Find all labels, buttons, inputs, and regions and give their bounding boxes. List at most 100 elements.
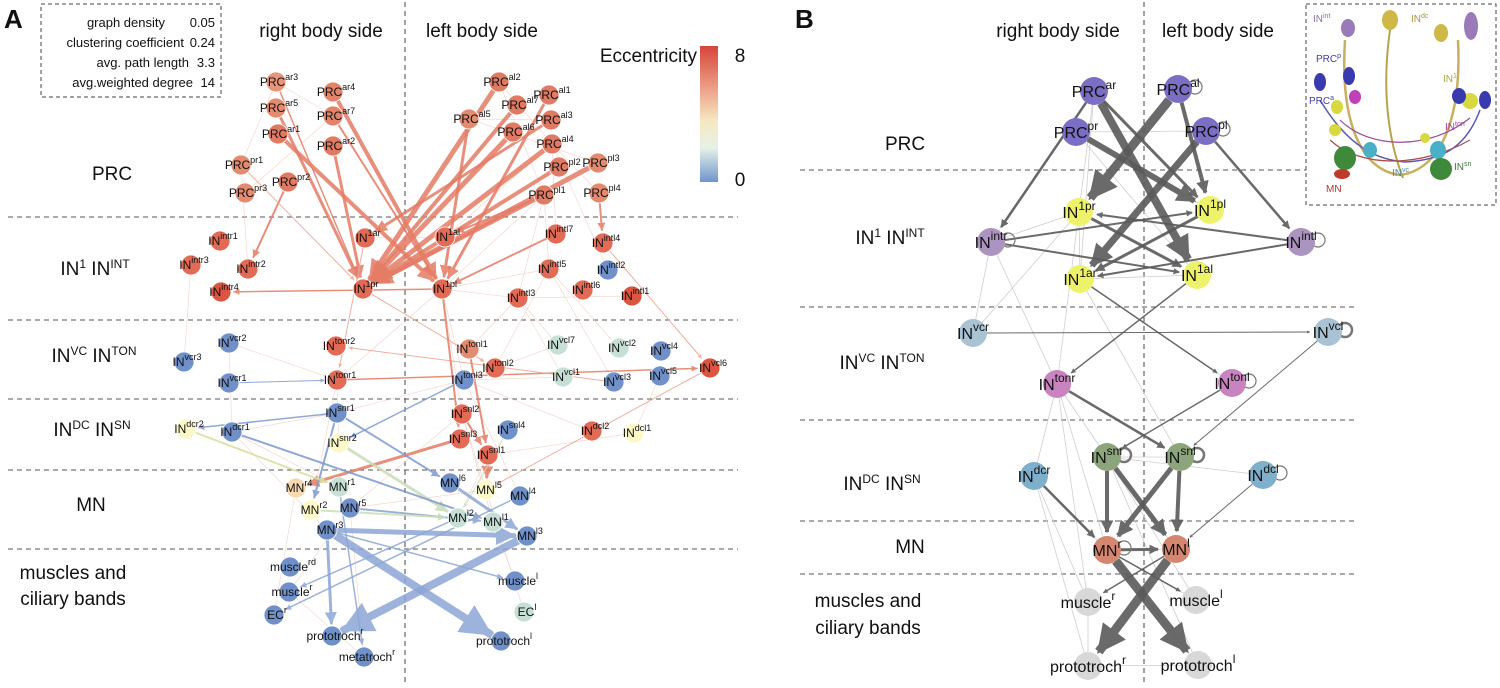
node-b-INsnr[interactable]: INsnr xyxy=(1091,443,1124,471)
node-a-prototrochr[interactable]: prototrochr xyxy=(306,625,364,647)
node-b-PRCar[interactable]: PRCar xyxy=(1072,77,1116,105)
node-a-MNr4[interactable]: MNr4 xyxy=(285,477,313,499)
node-b-INintl[interactable]: INintl xyxy=(1285,228,1317,256)
node-a-INtonr1[interactable]: INtonr1 xyxy=(324,369,357,391)
node-b-IN1al[interactable]: IN1al xyxy=(1181,261,1213,289)
node-b-muscler[interactable]: muscler xyxy=(1061,588,1116,616)
node-a-INsnr1[interactable]: INsnr1 xyxy=(325,402,355,424)
node-a-PRCpr1[interactable]: PRCpr1 xyxy=(225,154,263,176)
node-b-INdcl[interactable]: INdcl xyxy=(1247,461,1279,489)
node-a-INdcl2[interactable]: INdcl2 xyxy=(581,420,610,442)
node-a-INtonl1[interactable]: INtonl1 xyxy=(456,338,488,360)
node-a-PRCal2[interactable]: PRCal2 xyxy=(483,71,521,93)
node-a-INintr3[interactable]: INintr3 xyxy=(179,254,209,276)
node-a-musclerd[interactable]: musclerd xyxy=(270,556,316,578)
node-a-IN1al[interactable]: IN1al xyxy=(434,226,460,248)
node-a-prototrochl[interactable]: prototrochl xyxy=(476,630,532,652)
node-a-MNl2[interactable]: MNl2 xyxy=(447,507,474,529)
node-a-PRCar3[interactable]: PRCar3 xyxy=(260,71,298,93)
node-b-PRCpl[interactable]: PRCpl xyxy=(1184,117,1228,145)
node-a-INintr4[interactable]: INintr4 xyxy=(209,281,239,303)
node-a-INvcr2[interactable]: INvcr2 xyxy=(217,332,247,354)
node-a-PRCar4[interactable]: PRCar4 xyxy=(317,81,355,103)
node-a-PRCpl1[interactable]: PRCpl1 xyxy=(528,184,566,206)
node-b-INtonr[interactable]: INtonr xyxy=(1039,370,1076,398)
node-a-INvcl2[interactable]: INvcl2 xyxy=(608,337,636,359)
node-b-PRCal[interactable]: PRCal xyxy=(1156,75,1200,103)
node-a-INsnr2[interactable]: INsnr2 xyxy=(327,432,357,454)
node-a-PRCal1[interactable]: PRCal1 xyxy=(533,84,571,106)
node-a-PRCpl4[interactable]: PRCpl4 xyxy=(583,182,621,204)
node-a-INvcl7[interactable]: INvcl7 xyxy=(547,334,575,356)
node-a-PRCar7[interactable]: PRCar7 xyxy=(317,105,355,127)
node-a-INintl1[interactable]: INintl1 xyxy=(621,285,650,307)
node-a-PRCal3[interactable]: PRCal3 xyxy=(535,109,573,131)
node-a-INvcr3[interactable]: INvcr3 xyxy=(172,351,202,373)
node-a-PRCpl2[interactable]: PRCpl2 xyxy=(543,156,581,178)
node-b-PRCpr[interactable]: PRCpr xyxy=(1054,118,1098,146)
node-a-INvcl6[interactable]: INvcl6 xyxy=(699,357,727,379)
node-a-INintr1[interactable]: INintr1 xyxy=(208,230,238,252)
node-b-INvcl[interactable]: INvcl xyxy=(1313,318,1344,346)
node-b-prototrochr[interactable]: prototrochr xyxy=(1050,652,1126,680)
node-a-INvcr1[interactable]: INvcr1 xyxy=(217,372,247,394)
node-a-MNr1[interactable]: MNr1 xyxy=(328,476,356,498)
node-a-INintl2[interactable]: INintl2 xyxy=(597,259,626,281)
node-a-INvcl3[interactable]: INvcl3 xyxy=(603,371,631,393)
node-a-PRCal5[interactable]: PRCal5 xyxy=(453,108,491,130)
node-a-PRCpr2[interactable]: PRCpr2 xyxy=(272,171,310,193)
node-a-INintl4[interactable]: INintl4 xyxy=(592,232,621,254)
node-a-INsnl1[interactable]: INsnl1 xyxy=(477,444,506,466)
node-b-IN1pr[interactable]: IN1pr xyxy=(1062,198,1096,226)
node-a-PRCar1[interactable]: PRCar1 xyxy=(262,123,300,145)
node-a-INvcl4[interactable]: INvcl4 xyxy=(650,340,678,362)
node-b-MNl[interactable]: MNl xyxy=(1162,535,1190,563)
node-b-MNr[interactable]: MNr xyxy=(1093,536,1122,564)
node-a-INintl6[interactable]: INintl6 xyxy=(572,279,601,301)
node-a-PRCar2[interactable]: PRCar2 xyxy=(317,135,355,157)
node-a-IN1ar[interactable]: IN1ar xyxy=(354,227,381,249)
node-a-PRCpr3[interactable]: PRCpr3 xyxy=(229,182,267,204)
node-a-PRCar5[interactable]: PRCar5 xyxy=(260,97,298,119)
node-a-INvcl5[interactable]: INvcl5 xyxy=(649,365,677,387)
node-a-INsnl2[interactable]: INsnl2 xyxy=(451,403,480,425)
node-a-INdcr1[interactable]: INdcr1 xyxy=(220,421,250,443)
node-a-IN1pl[interactable]: IN1pl xyxy=(431,278,457,300)
node-a-INtonl3[interactable]: INtonl3 xyxy=(451,369,483,391)
node-a-metatrochr[interactable]: metatrochr xyxy=(339,646,395,668)
node-a-MNl6[interactable]: MNl6 xyxy=(439,472,466,494)
node-b-IN1ar[interactable]: IN1ar xyxy=(1063,265,1097,293)
node-a-ECr[interactable]: ECr xyxy=(263,604,287,626)
node-a-MNl1[interactable]: MNl1 xyxy=(482,511,509,533)
node-a-INvcl1[interactable]: INvcl1 xyxy=(552,366,580,388)
node-a-MNl5[interactable]: MNl5 xyxy=(475,479,502,501)
node-a-MNr3[interactable]: MNr3 xyxy=(316,519,344,541)
node-a-INdcl1[interactable]: INdcl1 xyxy=(623,422,652,444)
node-b-IN1pl[interactable]: IN1pl xyxy=(1194,196,1226,224)
node-a-INintl3[interactable]: INintl3 xyxy=(507,287,536,309)
node-a-muscler[interactable]: muscler xyxy=(271,581,313,603)
node-a-INtonl2[interactable]: INtonl2 xyxy=(482,357,514,379)
node-a-musclel[interactable]: musclel xyxy=(498,570,538,592)
node-a-IN1pr[interactable]: IN1pr xyxy=(352,278,379,300)
node-b-INintr[interactable]: INintr xyxy=(975,228,1008,256)
node-b-INvcr[interactable]: INvcr xyxy=(957,319,989,347)
node-b-INdcr[interactable]: INdcr xyxy=(1018,462,1051,490)
node-a-INintr2[interactable]: INintr2 xyxy=(236,258,266,280)
node-b-INsnl[interactable]: INsnl xyxy=(1164,443,1196,471)
node-a-INintl5[interactable]: INintl5 xyxy=(538,258,567,280)
node-b-musclel[interactable]: musclel xyxy=(1169,586,1223,614)
node-a-MNr2[interactable]: MNr2 xyxy=(300,499,328,521)
node-a-ECl[interactable]: ECl xyxy=(513,601,536,623)
node-b-prototrochl[interactable]: prototrochl xyxy=(1161,651,1236,679)
node-a-PRCpl3[interactable]: PRCpl3 xyxy=(582,152,620,174)
node-a-MNr5[interactable]: MNr5 xyxy=(339,497,367,519)
node-a-INdcr2[interactable]: INdcr2 xyxy=(174,418,204,440)
node-a-MNl3[interactable]: MNl3 xyxy=(516,525,543,547)
node-a-INintl7[interactable]: INintl7 xyxy=(545,223,574,245)
node-a-INsnl4[interactable]: INsnl4 xyxy=(497,419,526,441)
node-b-INtonl[interactable]: INtonl xyxy=(1214,369,1250,397)
node-a-PRCal4[interactable]: PRCal4 xyxy=(536,133,574,155)
node-a-PRCal7[interactable]: PRCal7 xyxy=(501,94,539,116)
node-a-INtonr2[interactable]: INtonr2 xyxy=(323,335,356,357)
